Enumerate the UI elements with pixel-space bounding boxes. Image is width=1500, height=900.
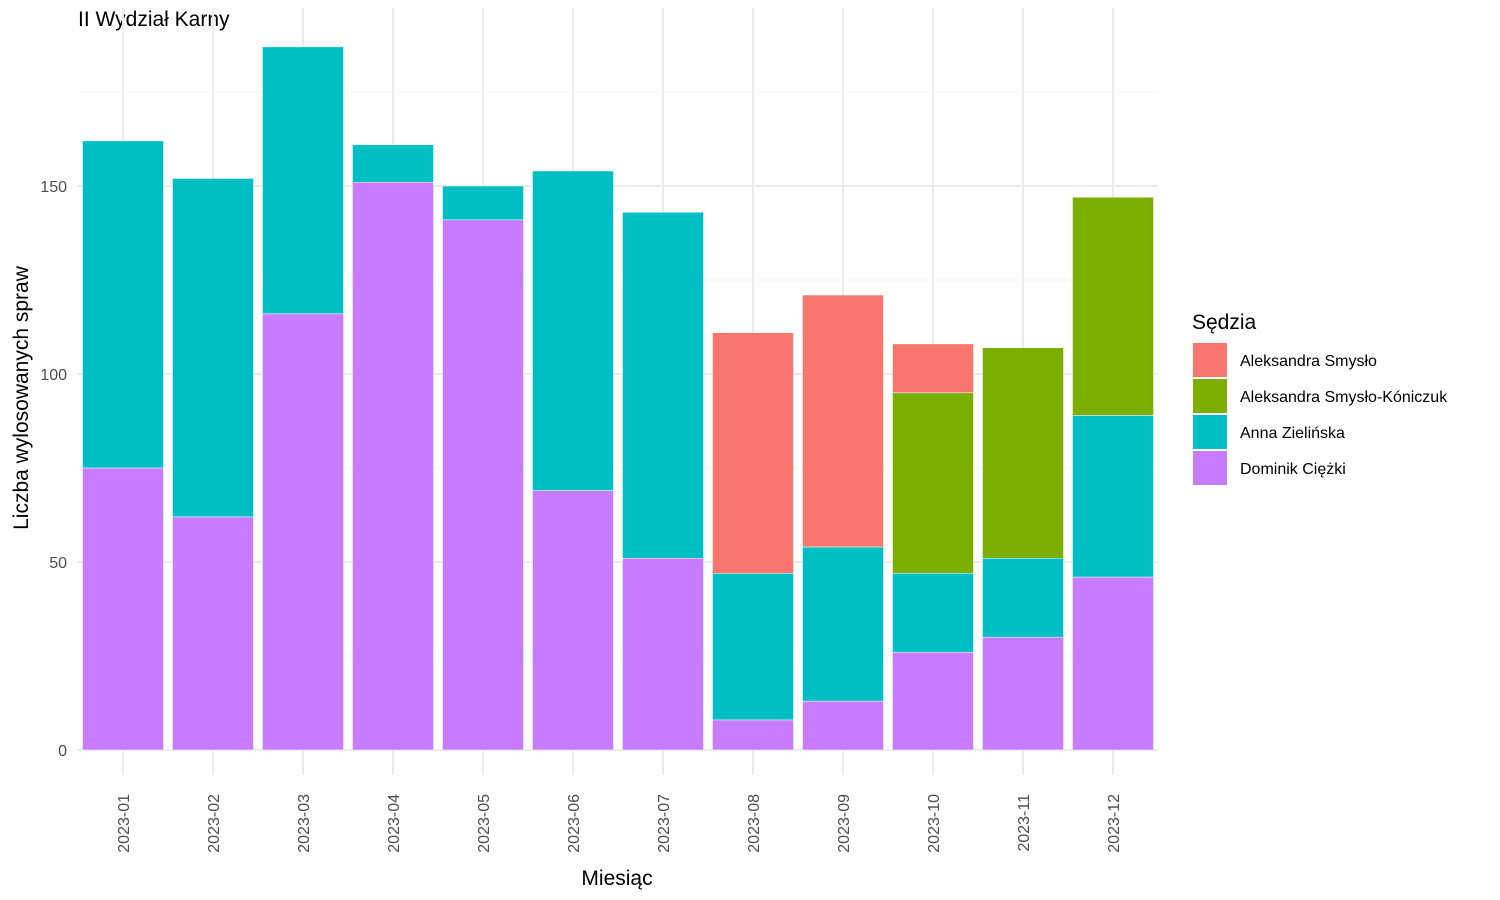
y-axis-title: Liczba wylosowanych spraw (10, 265, 33, 530)
legend-swatch (1193, 343, 1227, 377)
bar-segment (82, 467, 164, 751)
bar-segment (622, 212, 704, 559)
bar-segment (982, 636, 1064, 751)
x-tick-label: 2023-04 (386, 794, 403, 853)
legend-swatch (1193, 379, 1227, 413)
x-tick-label: 2023-08 (746, 794, 763, 853)
bar-segment (442, 219, 524, 751)
bars (82, 46, 1154, 751)
bar-segment (442, 185, 524, 221)
bar-segment (82, 140, 164, 469)
bar-segment (892, 392, 974, 574)
bar-segment (352, 144, 434, 183)
x-tick-label: 2023-03 (296, 794, 313, 853)
bar-segment (712, 332, 794, 574)
bar-segment (262, 313, 344, 751)
y-axis-ticks: 0 50 100 150 (40, 179, 67, 760)
bar-segment (352, 181, 434, 751)
x-axis-ticks: 2023-01 2023-02 2023-03 2023-04 2023-05 2023-… (116, 794, 1123, 853)
bar-segment (892, 343, 974, 394)
legend: Sędzia Aleksandra Smysło Aleksandra Smysł… (1192, 311, 1448, 485)
x-tick-label: 2023-10 (926, 794, 943, 853)
bar-segment (982, 347, 1064, 559)
bar-segment (172, 516, 254, 751)
bar-segment (802, 700, 884, 751)
bar-segment (712, 719, 794, 751)
x-tick-label: 2023-07 (656, 794, 673, 853)
bar-segment (262, 46, 344, 315)
bar-segment (532, 490, 614, 751)
legend-label: Dominik Ciężki (1240, 461, 1346, 478)
x-tick-label: 2023-06 (566, 794, 583, 853)
legend-swatch (1193, 451, 1227, 485)
x-tick-label: 2023-12 (1106, 794, 1123, 853)
y-tick-label: 50 (49, 555, 67, 572)
bar-segment (802, 546, 884, 702)
bar-segment (982, 557, 1064, 638)
x-tick-label: 2023-11 (1016, 794, 1033, 852)
legend-label: Aleksandra Smysło (1240, 353, 1377, 370)
x-tick-label: 2023-09 (836, 794, 853, 853)
y-tick-label: 150 (40, 179, 67, 196)
bar-segment (892, 651, 974, 751)
bar-segment (622, 557, 704, 751)
bar-segment (1072, 576, 1154, 751)
bar-segment (712, 573, 794, 721)
bar-segment (802, 294, 884, 548)
x-axis-title: Miesiąc (581, 867, 652, 890)
y-tick-label: 100 (40, 367, 67, 384)
legend-label: Aleksandra Smysło-Kóniczuk (1240, 389, 1448, 406)
bar-segment (532, 170, 614, 491)
x-tick-label: 2023-02 (206, 794, 223, 853)
y-tick-label: 0 (58, 743, 67, 760)
legend-label: Anna Zielińska (1240, 425, 1345, 442)
x-tick-label: 2023-05 (476, 794, 493, 853)
legend-title: Sędzia (1192, 311, 1257, 334)
bar-segment (1072, 415, 1154, 578)
x-tick-label: 2023-01 (116, 794, 133, 853)
legend-swatch (1193, 415, 1227, 449)
bar-segment (172, 178, 254, 518)
chart-title: II Wydział Karny (78, 8, 230, 31)
bar-segment (1072, 197, 1154, 416)
bar-segment (892, 573, 974, 653)
